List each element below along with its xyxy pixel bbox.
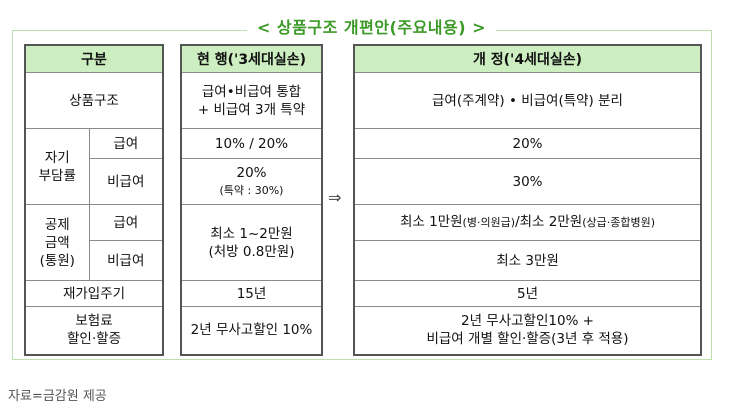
current-self-burden-non-coverage: 20% (특약 : 30%) [180,158,323,205]
row-label-self-burden: 자기 부담률 [24,128,90,205]
row-label-coverage: 급여 [88,128,164,159]
revised-table: 개 정('4세대실손) 급여(주계약) • 비급여(특약) 분리 20% 30%… [353,44,702,356]
source-caption: 자료=금감원 제공 [8,389,107,404]
current-product-structure: 급여•비급여 통합 + 비급여 3개 특약 [180,72,323,129]
current-self-burden-note: (특약 : 30%) [219,183,284,197]
row-label-deduction-coverage: 급여 [88,204,164,241]
arrow-icon: ⇒ [328,188,342,207]
row-label-product-structure: 상품구조 [24,72,164,129]
revised-self-burden-non-coverage: 30% [353,158,702,205]
current-self-burden-coverage: 10% / 20% [180,128,323,159]
current-header: 현 행('3세대실손) [180,44,323,73]
revised-deduction-a: 최소 1만원 [399,214,463,230]
current-deduction: 최소 1~2만원 (처방 0.8만원) [180,204,323,281]
revised-deduction-non-coverage: 최소 3만원 [353,240,702,281]
revised-product-structure: 급여(주계약) • 비급여(특약) 분리 [353,72,702,129]
revised-deduction-b-note: (상급·종합병원) [582,216,656,229]
row-label-non-coverage: 비급여 [88,158,164,205]
category-header: 구분 [24,44,164,73]
current-premium-discount: 2년 무사고할인 10% [180,306,323,355]
row-label-deduction: 공제 금액 (통원) [24,204,90,281]
row-label-deduction-non-coverage: 비급여 [88,240,164,281]
revised-header: 개 정('4세대실손) [353,44,702,73]
current-self-burden-non-coverage-value: 20% [236,164,267,181]
revised-self-burden-coverage: 20% [353,128,702,159]
revised-premium-discount: 2년 무사고할인10% + 비급여 개별 할인·할증(3년 후 적용) [353,306,702,355]
row-label-premium-discount: 보험료 할인·할증 [24,306,164,355]
current-rejoin-period: 15년 [180,280,323,307]
revised-deduction-coverage: 최소 1만원(병·의원급)/최소 2만원(상급·종합병원) [353,204,702,241]
page-title: < 상품구조 개편안(주요내용) > [246,14,497,38]
revised-deduction-a-note: (병·의원급) [462,216,516,229]
current-table: 현 행('3세대실손) 급여•비급여 통합 + 비급여 3개 특약 10% / … [180,44,323,356]
category-table: 구분 상품구조 자기 부담률 급여 비급여 공제 금액 (통원) 급여 비급여 … [24,44,165,356]
revised-rejoin-period: 5년 [353,280,702,307]
revised-deduction-b: /최소 2만원 [515,214,583,230]
row-label-rejoin-period: 재가입주기 [24,280,164,307]
